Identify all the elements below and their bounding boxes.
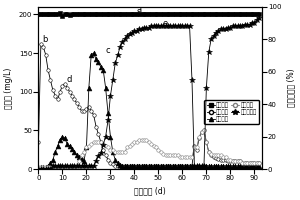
Text: a: a xyxy=(136,5,142,14)
Text: b: b xyxy=(42,35,47,44)
Text: e: e xyxy=(163,19,168,28)
Legend: 进水氨氮, 出水氨氮, 出水亚氮, 出水硝氮, 总氮去除率: 进水氨氮, 出水氨氮, 出水亚氮, 出水硝氮, 总氮去除率 xyxy=(205,100,259,124)
X-axis label: 运行时间 (d): 运行时间 (d) xyxy=(134,187,166,196)
Text: d: d xyxy=(67,75,72,84)
Text: c: c xyxy=(106,46,110,55)
Y-axis label: 总氮去除率 (%): 总氮去除率 (%) xyxy=(287,69,296,107)
Y-axis label: 氮浓度 (mg/L): 氮浓度 (mg/L) xyxy=(4,67,13,109)
